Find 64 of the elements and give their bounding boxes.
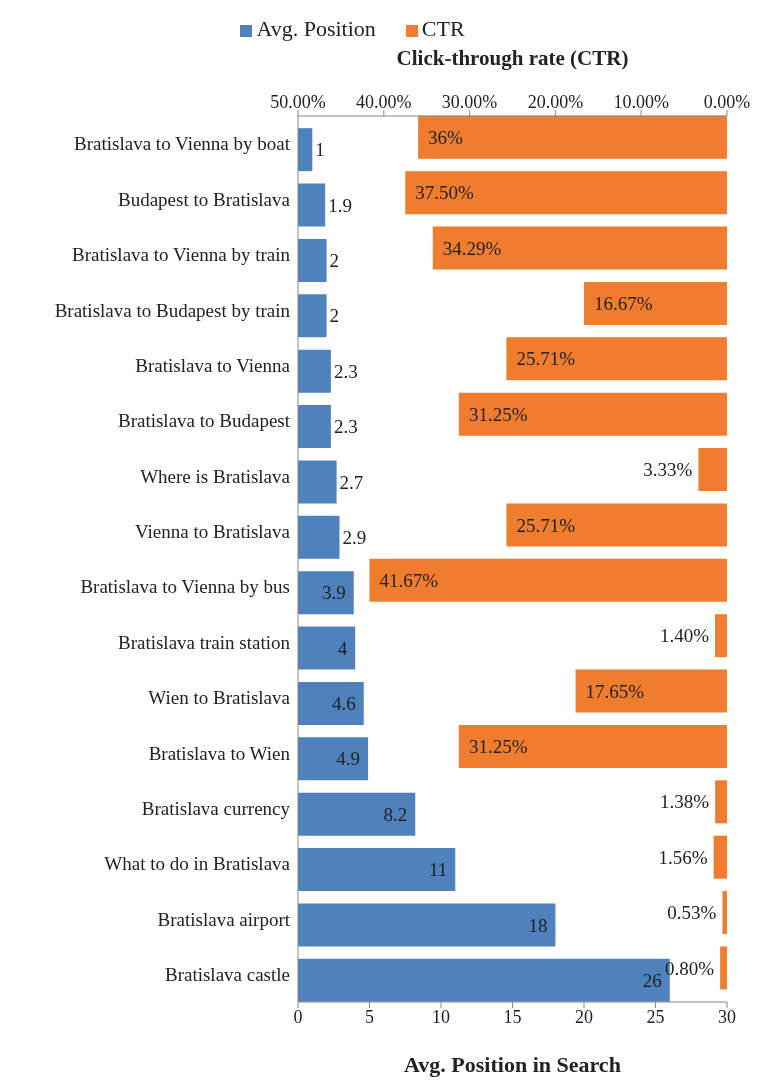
x2-tick-label: 30.00%	[441, 92, 498, 112]
data-label: 41.67%	[379, 569, 439, 591]
x-tick-label: 30	[718, 1006, 736, 1027]
x2-axis-title: Click-through rate (CTR)	[396, 45, 629, 70]
x2-tick-label: 40.00%	[356, 92, 412, 112]
data-label: 31.25%	[468, 403, 528, 425]
data-label: 8.2	[383, 803, 408, 825]
data-label: 26	[642, 969, 662, 991]
data-label: 1	[315, 139, 325, 161]
data-label: 11	[429, 859, 448, 881]
legend-label: Avg. Position	[256, 16, 376, 41]
data-label: 3.33%	[643, 459, 693, 481]
x2-tick-label: 10.00%	[613, 92, 669, 112]
x-tick-label: 5	[365, 1006, 374, 1027]
y-tick-label: Bratislava to Vienna by train	[71, 244, 291, 266]
y-tick-label: Budapest to Bratislava	[117, 188, 291, 210]
y-tick-label: Bratislava to Budapest	[117, 410, 291, 432]
data-label: 2.7	[339, 471, 364, 493]
x-tick-label: 10	[432, 1006, 450, 1027]
data-label: 18	[528, 914, 548, 936]
data-label: 1.56%	[658, 846, 708, 868]
x2-tick-label: 50.00%	[270, 92, 326, 112]
data-label: 1.40%	[659, 625, 710, 647]
y-tick-label: Bratislava train station	[117, 631, 291, 653]
data-label: 2.9	[342, 526, 367, 548]
data-label: 2.3	[333, 416, 358, 438]
data-label: 4.9	[336, 748, 361, 770]
data-label: 4	[337, 637, 348, 659]
y-tick-label: Bratislava airport	[157, 908, 291, 930]
data-label: 1.9	[328, 194, 352, 216]
data-label: 0.53%	[667, 902, 717, 924]
x-tick-label: 15	[503, 1006, 522, 1027]
x-tick-label: 0	[293, 1006, 303, 1027]
y-tick-label: Vienna to Bratislava	[134, 521, 291, 543]
data-label: 25.71%	[516, 514, 576, 536]
x-tick-label: 20	[575, 1006, 593, 1027]
data-label: 36%	[428, 126, 464, 148]
x2-tick-label: 0.00%	[703, 92, 751, 112]
data-label: 25.71%	[516, 348, 576, 370]
data-label: 4.6	[332, 693, 356, 715]
data-label: 2.3	[333, 360, 358, 382]
y-tick-label: Bratislava to Vienna	[135, 354, 291, 376]
x2-tick-label: 20.00%	[527, 92, 584, 112]
data-label: 34.29%	[442, 237, 502, 259]
legend-label: CTR	[421, 16, 465, 41]
data-label: 2	[329, 250, 340, 272]
y-tick-label: Bratislava to Vienna by bus	[80, 576, 290, 598]
y-tick-label: Where is Bratislava	[140, 465, 291, 487]
y-tick-label: What to do in Bratislava	[104, 853, 291, 875]
y-tick-label: Wien to Bratislava	[148, 687, 291, 709]
data-label: 37.50%	[415, 182, 474, 204]
data-label: 16.67%	[593, 293, 653, 315]
y-tick-label: Bratislava castle	[164, 964, 290, 986]
y-tick-label: Bratislava to Vienna by boat	[74, 133, 291, 155]
x-tick-label: 25	[646, 1006, 665, 1027]
data-label: 3.9	[322, 582, 346, 604]
x-axis-title: Avg. Position in Search	[404, 1052, 621, 1077]
data-label: 1.38%	[660, 791, 710, 813]
y-tick-label: Bratislava to Budapest by train	[54, 299, 291, 321]
y-tick-label: Bratislava to Wien	[148, 742, 291, 764]
data-label: 31.25%	[468, 736, 528, 758]
data-label: 17.65%	[585, 680, 645, 702]
data-label: 2	[329, 305, 340, 327]
y-tick-label: Bratislava currency	[141, 797, 291, 819]
